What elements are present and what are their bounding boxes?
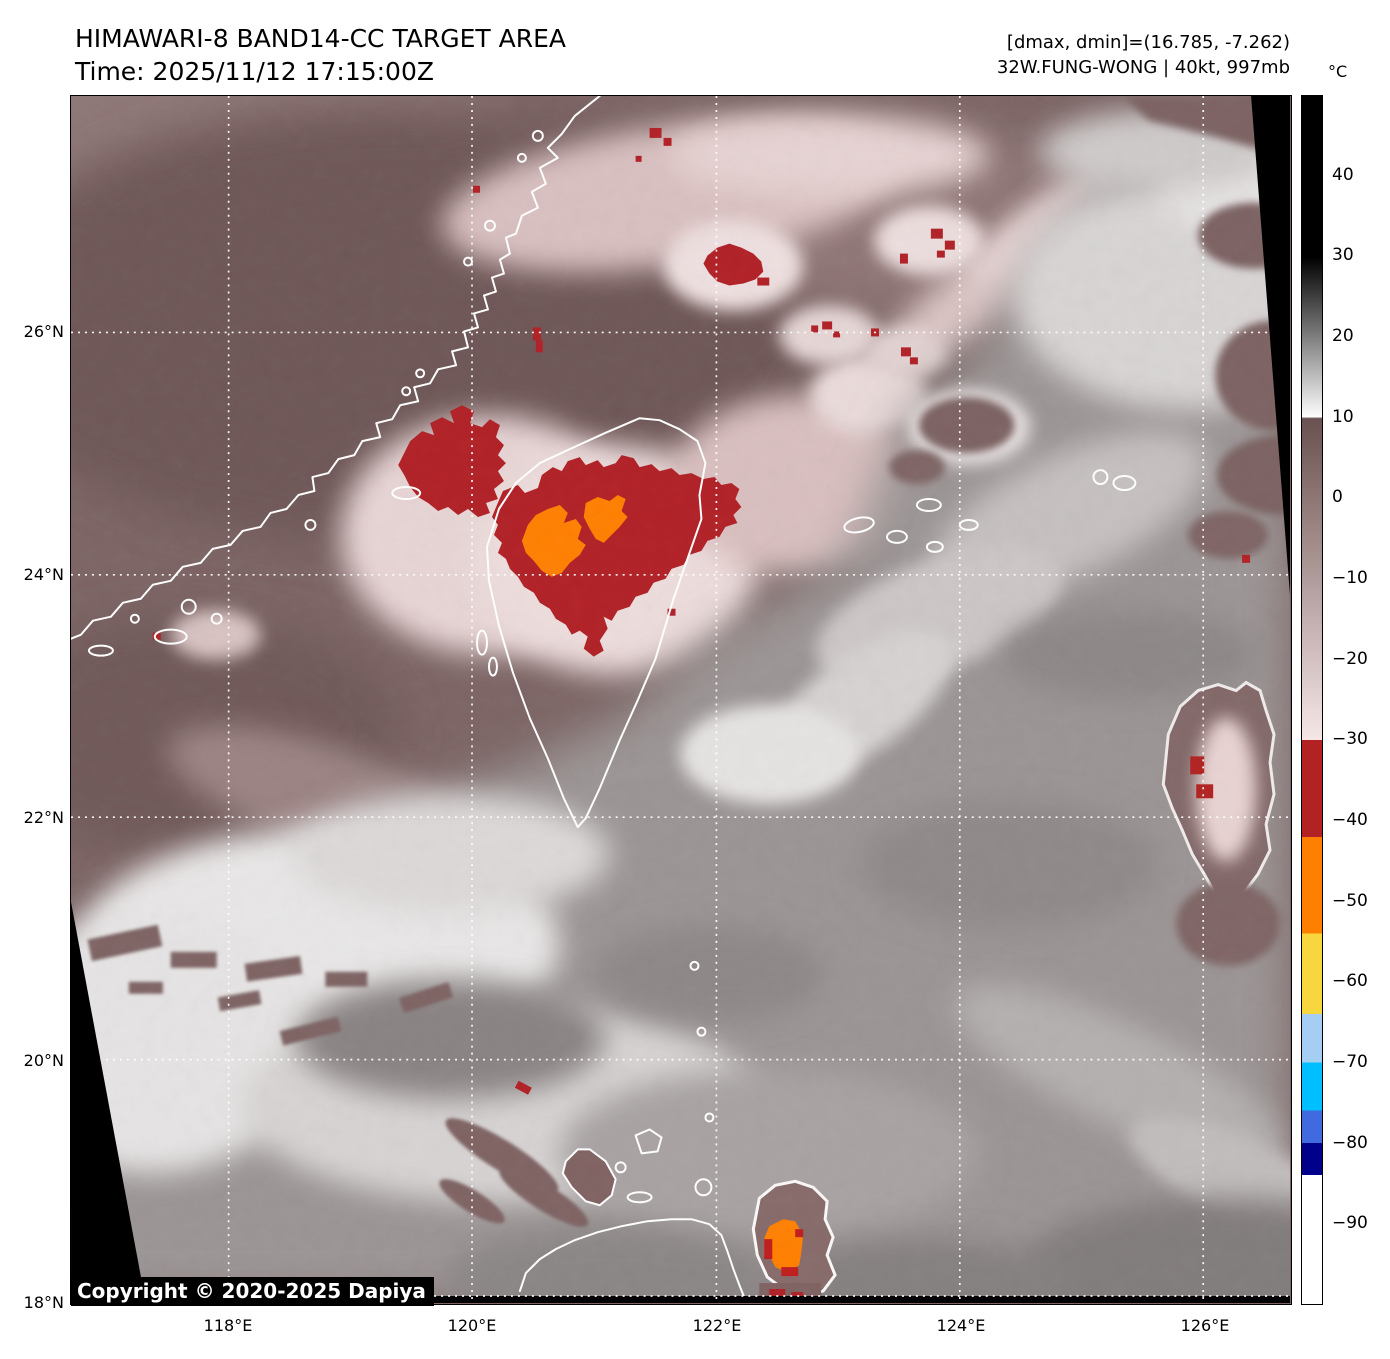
dmax-dmin-annotation: [dmax, dmin]=(16.785, -7.262) — [1006, 32, 1290, 53]
storm-annotation: 32W.FUNG-WONG | 40kt, 997mb — [996, 57, 1290, 78]
colorbar-tick-n30: −30 — [1332, 729, 1368, 749]
lat-label-18n: 18°N — [23, 1293, 64, 1312]
lon-label-120e: 120°E — [447, 1316, 497, 1335]
colorbar-tick-n20: −20 — [1332, 649, 1368, 669]
lat-label-26n: 26°N — [23, 322, 64, 341]
lat-label-24n: 24°N — [23, 565, 64, 584]
copyright-label: Copyright © 2020-2025 Dapiya — [71, 1277, 434, 1306]
lat-label-22n: 22°N — [23, 808, 64, 827]
colorbar-tick-n80: −80 — [1332, 1133, 1368, 1153]
colorbar-tick-n60: −60 — [1332, 971, 1368, 991]
colorbar-tick-n90: −90 — [1332, 1213, 1368, 1233]
lon-label-124e: 124°E — [936, 1316, 986, 1335]
colorbar-tick-n40: −40 — [1332, 810, 1368, 830]
colorbar-tick-n50: −50 — [1332, 891, 1368, 911]
lon-label-122e: 122°E — [692, 1316, 742, 1335]
colorbar-tick-30: 30 — [1332, 245, 1354, 265]
colorbar-tick-40: 40 — [1332, 165, 1354, 185]
lon-label-118e: 118°E — [203, 1316, 253, 1335]
lat-label-20n: 20°N — [23, 1051, 64, 1070]
satellite-image — [71, 96, 1290, 1303]
product-title: HIMAWARI-8 BAND14-CC TARGET AREA — [75, 24, 567, 53]
temperature-colorbar — [1301, 95, 1323, 1305]
colorbar-tick-n70: −70 — [1332, 1052, 1368, 1072]
lon-label-126e: 126°E — [1180, 1316, 1230, 1335]
colorbar-tick-n10: −10 — [1332, 568, 1368, 588]
colorbar-unit-label: °C — [1328, 62, 1348, 81]
colorbar-tick-10: 10 — [1332, 407, 1354, 427]
colorbar-tick-20: 20 — [1332, 326, 1354, 346]
product-time: Time: 2025/11/12 17:15:00Z — [75, 57, 434, 86]
colorbar-tick-0: 0 — [1332, 487, 1343, 507]
satellite-map — [70, 95, 1292, 1305]
